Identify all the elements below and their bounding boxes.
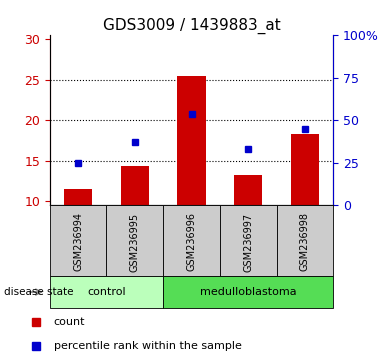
Text: GSM236998: GSM236998: [300, 212, 310, 272]
Text: disease state: disease state: [4, 287, 73, 297]
Bar: [163, 276, 333, 308]
Bar: [64, 189, 92, 205]
Bar: [163, 205, 220, 276]
Text: GSM236995: GSM236995: [130, 212, 140, 272]
Text: control: control: [87, 287, 126, 297]
Bar: [50, 205, 106, 276]
Bar: [234, 175, 262, 205]
Text: GSM236997: GSM236997: [243, 212, 253, 272]
Bar: [291, 134, 319, 205]
Bar: [177, 76, 206, 205]
Text: GSM236994: GSM236994: [73, 212, 83, 272]
Text: medulloblastoma: medulloblastoma: [200, 287, 296, 297]
Text: percentile rank within the sample: percentile rank within the sample: [54, 341, 242, 350]
Title: GDS3009 / 1439883_at: GDS3009 / 1439883_at: [103, 18, 280, 34]
Bar: [220, 205, 277, 276]
Bar: [106, 205, 163, 276]
Text: GSM236996: GSM236996: [187, 212, 196, 272]
Text: count: count: [54, 317, 85, 327]
Bar: [50, 276, 163, 308]
Bar: [277, 205, 333, 276]
Bar: [121, 166, 149, 205]
